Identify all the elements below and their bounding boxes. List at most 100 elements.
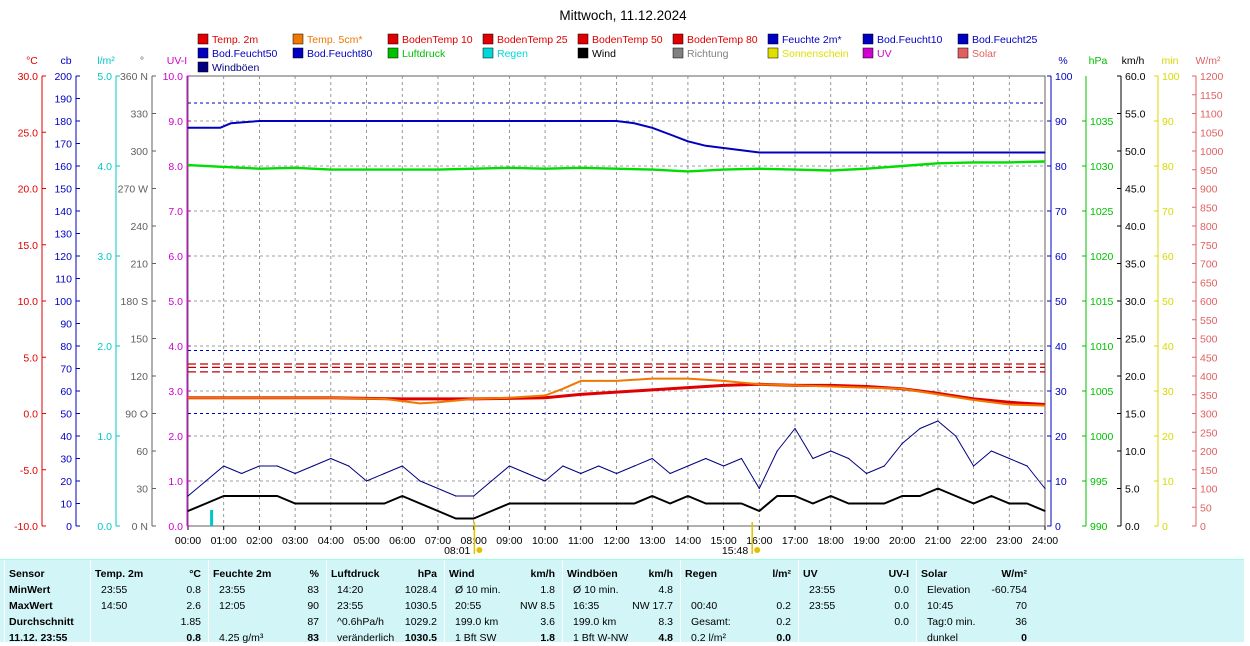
- data-point: [937, 162, 939, 164]
- stats-unit: hPa: [417, 568, 437, 580]
- stats-cell-label: 23:55: [337, 600, 364, 612]
- stats-header: Luftdruck: [331, 568, 380, 580]
- data-point: [669, 133, 671, 136]
- data-point: [1008, 457, 1010, 460]
- data-point: [651, 495, 653, 497]
- stats-header: Windböen: [567, 568, 618, 580]
- legend-item-12: Regen: [497, 48, 528, 60]
- data-point: [401, 465, 403, 467]
- axis-tick-label-sunshine: 10: [1162, 476, 1174, 488]
- axis-title-uv: UV-I: [167, 55, 187, 67]
- axis-tick-label-sunshine: 0: [1162, 521, 1168, 533]
- data-point: [687, 387, 689, 389]
- data-point: [687, 378, 689, 380]
- data-point: [865, 472, 868, 475]
- axis-tick-label-direction: 330: [130, 109, 148, 121]
- data-point: [615, 391, 618, 393]
- legend-item-2: BodenTemp 10: [402, 34, 473, 46]
- stats-header: Solar: [921, 568, 948, 580]
- data-point: [901, 442, 903, 445]
- stats-column: Feuchte 2m% 23:55 83 12:05 90 87 4.25 g/m³ 83: [208, 560, 327, 644]
- stats-cell-label: 199.0 km: [573, 616, 617, 628]
- data-point: [562, 502, 564, 505]
- stats-unit: km/h: [648, 568, 673, 580]
- data-point: [901, 388, 903, 390]
- axis-tick-label-solar: 1200: [1200, 71, 1224, 83]
- legend-item-6: Feuchte 2m*: [782, 34, 842, 46]
- data-point: [437, 510, 439, 512]
- data-point: [651, 169, 653, 171]
- stats-cell-value: 0.2: [776, 616, 791, 628]
- axis-tick-label-rain: 2.0: [97, 341, 112, 353]
- legend-swatch: [577, 47, 589, 59]
- data-point: [1044, 405, 1046, 407]
- x-tick-label: 02:00: [246, 535, 272, 547]
- axis-tick-label-wind: 40.0: [1125, 221, 1146, 233]
- x-tick-label: 17:00: [782, 535, 808, 547]
- data-point: [330, 169, 332, 171]
- data-point: [972, 399, 975, 401]
- axis-tick-label-humidity: 90: [1055, 116, 1067, 128]
- legend-swatch: [292, 33, 304, 45]
- data-point: [633, 502, 635, 505]
- data-point: [508, 502, 510, 505]
- stats-unit: km/h: [530, 568, 555, 580]
- axis-tick-label-rain: 5.0: [97, 71, 112, 83]
- data-point: [651, 127, 653, 129]
- axis-tick-label-wind: 25.0: [1125, 334, 1146, 346]
- axis-tick-label-pressure: 990: [1090, 521, 1108, 533]
- data-point: [294, 472, 296, 475]
- stats-cell-label: 199.0 km: [455, 616, 499, 628]
- axis-tick-label-direction: 0 N: [132, 521, 148, 533]
- axis-tick-label-cloud: 140: [54, 206, 72, 218]
- data-point: [972, 151, 975, 154]
- axis-tick-label-cloud: 130: [54, 229, 72, 241]
- axis-tick-label-sunshine: 40: [1162, 341, 1174, 353]
- sunrise-sun-icon: [476, 547, 483, 553]
- axis-tick-label-rain: 0.0: [97, 521, 112, 533]
- axis-tick-label-humidity: 50: [1055, 296, 1067, 308]
- data-point: [258, 465, 261, 467]
- axis-tick-label-sunshine: 60: [1162, 251, 1174, 263]
- axis-tick-label-direction: 270 W: [118, 184, 148, 196]
- stats-cell-value: 1030.5: [404, 632, 437, 644]
- axis-tick-label-humidity: 80: [1055, 161, 1067, 173]
- data-point: [508, 465, 510, 467]
- axis-tick-label-wind: 60.0: [1125, 71, 1146, 83]
- data-point: [794, 427, 796, 430]
- axis-tick-label-solar: 700: [1200, 259, 1218, 271]
- axis-tick-label-cloud: 40: [60, 431, 72, 443]
- axis-tick-label-cloud: 60: [60, 386, 72, 398]
- data-point: [205, 502, 207, 505]
- legend-item-13: Wind: [592, 48, 616, 60]
- stats-cell-label: 0.2 l/m²: [691, 632, 727, 644]
- legend-swatch: [862, 33, 874, 45]
- axis-tick-label-uv: 2.0: [168, 431, 183, 443]
- axis-tick-label-solar: 950: [1200, 165, 1218, 177]
- stats-unit: W/m²: [1001, 568, 1027, 580]
- axis-tick-label-uv: 10.0: [163, 71, 184, 83]
- stats-cell-value: 8.3: [658, 616, 673, 628]
- x-tick-label: 20:00: [889, 535, 915, 547]
- axis-tick-label-sunshine: 20: [1162, 431, 1174, 443]
- axis-title-humidity: %: [1058, 55, 1067, 67]
- axis-tick-label-wind: 0.0: [1125, 521, 1140, 533]
- data-point: [598, 502, 600, 505]
- data-point: [937, 420, 939, 422]
- data-point: [955, 435, 957, 437]
- stats-header: Regen: [685, 568, 718, 580]
- x-tick-label: 16:00: [746, 535, 772, 547]
- data-point: [365, 502, 368, 505]
- data-point: [258, 168, 261, 170]
- stats-header: Temp. 2m: [95, 568, 144, 580]
- axis-tick-label-sunshine: 100: [1162, 71, 1180, 83]
- data-point: [419, 480, 421, 482]
- axis-tick-label-pressure: 995: [1090, 476, 1108, 488]
- data-point: [276, 495, 278, 497]
- stats-cell-value: NW 8.5: [519, 600, 555, 612]
- data-point: [187, 510, 189, 512]
- data-point: [705, 145, 707, 147]
- x-tick-label: 11:00: [568, 535, 594, 547]
- stats-row-label: MaxWert: [9, 600, 53, 612]
- axis-tick-label-temp: 30.0: [18, 71, 39, 83]
